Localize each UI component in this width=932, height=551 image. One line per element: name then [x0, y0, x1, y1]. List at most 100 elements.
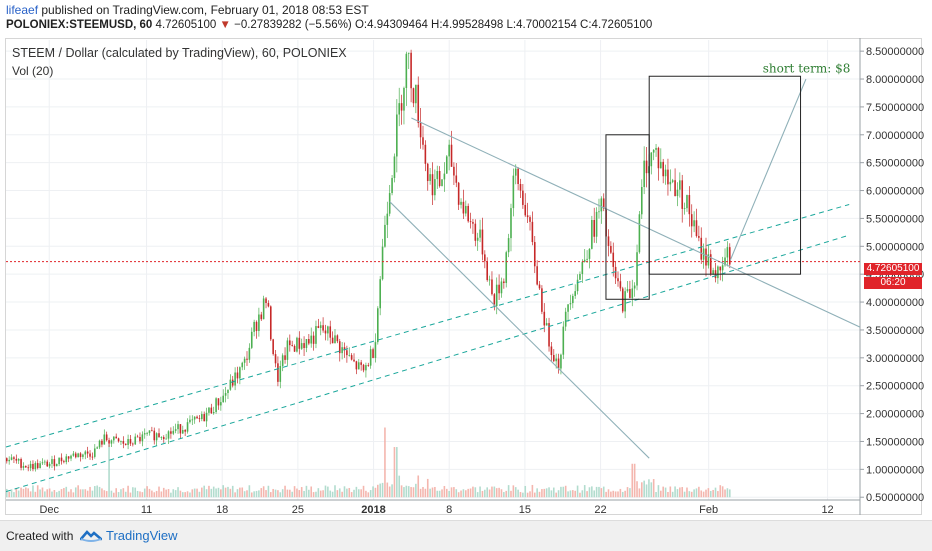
volume-bar — [467, 488, 469, 498]
candle-body — [312, 335, 315, 344]
volume-bar — [450, 487, 453, 498]
volume-bar — [170, 492, 172, 498]
tradingview-brand[interactable]: TradingView — [106, 528, 178, 543]
candle-body — [265, 298, 267, 304]
volume-bar — [636, 481, 638, 498]
volume-bar — [122, 488, 125, 498]
candle-body — [426, 163, 429, 182]
candle-body — [365, 365, 367, 371]
candle-body — [215, 398, 217, 413]
volume-bar — [548, 487, 550, 498]
candle-body — [453, 166, 455, 176]
candle-body — [284, 355, 286, 360]
candle-body — [374, 342, 377, 358]
candle-body — [457, 182, 460, 205]
y-tick-label: 4.00000000 — [866, 297, 924, 309]
candle-body — [250, 331, 253, 348]
volume-bar — [410, 487, 412, 498]
volume-bar — [564, 485, 567, 498]
volume-bar — [500, 489, 503, 498]
candle-body — [272, 339, 274, 355]
last-price-tag: 4.72605100 — [864, 263, 922, 275]
candle-body — [479, 229, 481, 238]
candle-body — [84, 451, 87, 455]
volume-bar — [136, 490, 139, 498]
volume-bar — [172, 489, 175, 498]
volume-bar — [426, 478, 429, 498]
volume-bar — [241, 487, 244, 498]
candle-body — [357, 362, 360, 370]
author-link[interactable]: lifeaef — [6, 3, 39, 17]
candle-body — [20, 458, 22, 468]
volume-bar — [127, 485, 129, 498]
volume-bar — [643, 480, 645, 498]
candle-body — [274, 354, 277, 364]
volume-bar — [586, 491, 588, 498]
candle-body — [667, 169, 669, 185]
candle-body — [201, 414, 203, 420]
candle-body — [467, 205, 469, 222]
volume-bar — [712, 489, 714, 498]
volume-bar — [110, 490, 113, 498]
volume-bar — [146, 486, 148, 498]
candle-body — [327, 326, 329, 334]
candle-body — [415, 84, 417, 104]
volume-bar — [357, 489, 360, 498]
candle-body — [134, 436, 137, 445]
candle-body — [369, 349, 372, 366]
candle-body — [671, 180, 674, 182]
candle-body — [614, 266, 617, 279]
candle-body — [234, 372, 236, 386]
candle-body — [495, 284, 498, 307]
candle-body — [286, 340, 289, 360]
volume-bar — [640, 482, 643, 498]
candle-body — [472, 222, 474, 224]
candle-body — [179, 424, 182, 434]
volume-bar — [412, 487, 415, 498]
x-tick-label: 8 — [446, 504, 452, 516]
candle-body — [438, 170, 441, 187]
y-tick-label: 7.00000000 — [866, 130, 924, 142]
x-tick-label: Feb — [699, 504, 718, 516]
candle-body — [55, 464, 58, 467]
candle-body — [531, 221, 534, 243]
candle-body — [441, 179, 443, 187]
candle-body — [101, 440, 103, 445]
channel-line-lower — [5, 234, 850, 493]
volume-bar — [291, 491, 293, 498]
volume-bar — [153, 492, 156, 498]
volume-bar — [681, 487, 684, 498]
candle-body — [436, 170, 439, 180]
candle-body — [505, 252, 508, 284]
volume-bar — [479, 486, 481, 498]
candle-body — [709, 254, 712, 275]
candle-body — [576, 279, 579, 292]
volume-bar — [198, 491, 201, 498]
candle-body — [610, 245, 612, 253]
candle-body — [39, 463, 41, 469]
candle-body — [348, 355, 351, 356]
volume-bar — [29, 491, 32, 498]
chart-canvas[interactable]: short term: $8 8.50000000 8.00000000 7.5000… — [0, 0, 932, 520]
volume-bar — [310, 486, 313, 498]
candle-body — [617, 278, 619, 282]
volume-bar — [143, 488, 146, 498]
x-tick-label: 18 — [216, 504, 228, 516]
candle-body — [377, 308, 379, 343]
volume-bar — [113, 492, 115, 498]
candle-body — [308, 339, 310, 344]
volume-bar — [709, 490, 712, 498]
volume-bar — [193, 488, 196, 498]
candle-body — [58, 457, 60, 465]
volume-bar — [265, 490, 267, 498]
candle-body — [341, 347, 343, 354]
volume-bar — [529, 491, 531, 498]
candle-body — [239, 367, 241, 379]
candle-body — [510, 208, 512, 239]
volume-bar — [267, 485, 270, 498]
candle-body — [674, 180, 676, 197]
x-tick-label: 22 — [594, 504, 606, 516]
volume-bar — [201, 487, 203, 498]
volume-bar — [105, 491, 108, 498]
candle-body — [22, 466, 25, 468]
